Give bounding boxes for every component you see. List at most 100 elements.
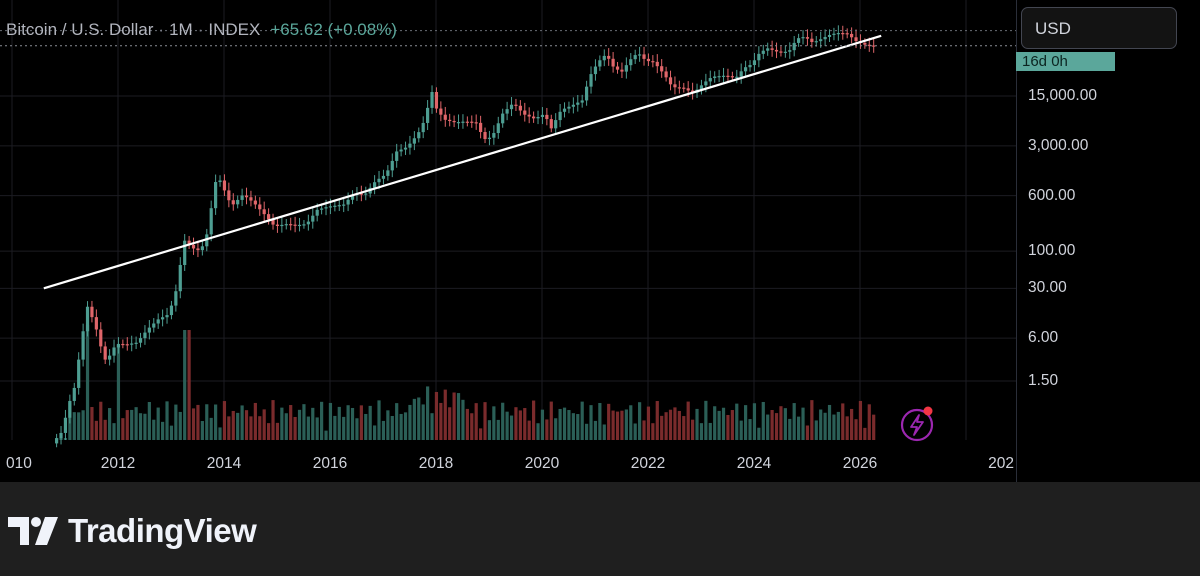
- candle: [161, 317, 165, 320]
- candle: [664, 71, 668, 78]
- volume-bar: [682, 416, 686, 440]
- volume-bar: [253, 402, 257, 440]
- volume-bar: [465, 408, 469, 440]
- candle: [174, 291, 178, 306]
- candle: [284, 224, 288, 226]
- candle: [549, 119, 553, 129]
- candle: [783, 51, 787, 53]
- candle: [673, 84, 677, 88]
- candle: [479, 122, 483, 133]
- volume-bar: [125, 410, 129, 440]
- candle: [456, 122, 461, 124]
- candle: [620, 69, 624, 72]
- volume-bar: [509, 415, 514, 440]
- candle: [615, 66, 620, 70]
- candle: [103, 346, 107, 360]
- volume-bar: [452, 392, 456, 440]
- legend-separator: ·: [197, 20, 204, 39]
- volume-bar: [854, 419, 858, 440]
- candle: [805, 37, 810, 39]
- candle: [320, 208, 324, 210]
- candle: [439, 108, 443, 115]
- volume-bar: [752, 403, 757, 440]
- candle: [125, 344, 129, 346]
- volume-bar: [147, 402, 151, 440]
- volume-bar: [686, 401, 690, 440]
- candle: [496, 123, 500, 134]
- tradingview-logo[interactable]: TradingView: [8, 511, 257, 551]
- volume-bar: [536, 423, 540, 440]
- price-chart[interactable]: 010 2012 2014 2016 2018 2020 2022 2024 2026 202: [0, 0, 1016, 482]
- candle: [801, 37, 805, 39]
- volume-bar: [580, 401, 584, 440]
- candle: [152, 323, 156, 328]
- trendline[interactable]: [43, 34, 882, 290]
- chart-pane[interactable]: 010 2012 2014 2016 2018 2020 2022 2024 2026 202: [0, 0, 1016, 482]
- interval-label[interactable]: 1M: [169, 20, 193, 39]
- candle: [792, 42, 796, 51]
- price-tick-label: 3,000.00: [1028, 136, 1089, 154]
- volume-bar: [872, 414, 876, 440]
- volume-bar: [103, 419, 107, 440]
- volume-bar: [390, 415, 394, 440]
- candle: [558, 111, 562, 121]
- volume-bar: [130, 409, 134, 440]
- volume-bar: [589, 405, 593, 440]
- candle: [571, 104, 575, 107]
- candle: [748, 65, 752, 68]
- candle: [841, 33, 845, 35]
- candle: [169, 305, 174, 316]
- volume-bar: [417, 397, 421, 440]
- volume-bar: [797, 416, 801, 440]
- candle: [231, 200, 235, 205]
- candle: [143, 332, 147, 339]
- price-tick-label: 100.00: [1028, 242, 1076, 260]
- candle: [236, 199, 240, 205]
- volume-bar: [183, 330, 187, 440]
- candle: [77, 359, 81, 388]
- symbol-name[interactable]: Bitcoin / U.S. Dollar: [6, 20, 154, 39]
- candle: [832, 33, 836, 35]
- volume-bar: [677, 410, 681, 440]
- currency-button[interactable]: USD: [1021, 7, 1177, 49]
- candle: [761, 50, 765, 54]
- x-tick-label: 2024: [737, 455, 772, 472]
- volume-bar: [430, 413, 434, 440]
- volume-bar: [280, 407, 284, 440]
- volume-bar: [200, 421, 204, 440]
- candle: [395, 151, 399, 161]
- candle: [580, 100, 584, 103]
- candle: [68, 400, 72, 418]
- candle: [655, 61, 659, 67]
- candle: [386, 170, 390, 176]
- volume-bar: [805, 425, 810, 440]
- volume-bar: [505, 411, 509, 440]
- candle: [293, 224, 297, 226]
- volume-bar: [134, 407, 138, 440]
- volume-bar: [836, 411, 840, 440]
- lightning-bolt-icon[interactable]: [898, 404, 938, 444]
- volume-bar: [439, 402, 443, 440]
- volume-bar: [227, 416, 231, 440]
- candle: [417, 132, 421, 139]
- volume-bar: [408, 404, 412, 440]
- volume-bar: [730, 410, 734, 440]
- price-scale[interactable]: [1016, 0, 1200, 482]
- volume-bar: [850, 408, 854, 440]
- candle: [717, 76, 721, 78]
- volume-bar: [138, 413, 143, 440]
- volume-bar: [165, 401, 169, 440]
- candle: [280, 224, 284, 227]
- candle: [523, 110, 527, 115]
- candle: [850, 33, 854, 38]
- volume-bar: [443, 389, 447, 440]
- volume-bar: [395, 403, 399, 440]
- volume-bar: [121, 418, 125, 440]
- volume-bar: [801, 407, 805, 440]
- candle: [350, 195, 355, 200]
- candle: [196, 248, 200, 251]
- candle: [359, 193, 363, 195]
- candle: [426, 107, 430, 123]
- volume-bar: [841, 403, 845, 440]
- volume-bar: [99, 401, 103, 440]
